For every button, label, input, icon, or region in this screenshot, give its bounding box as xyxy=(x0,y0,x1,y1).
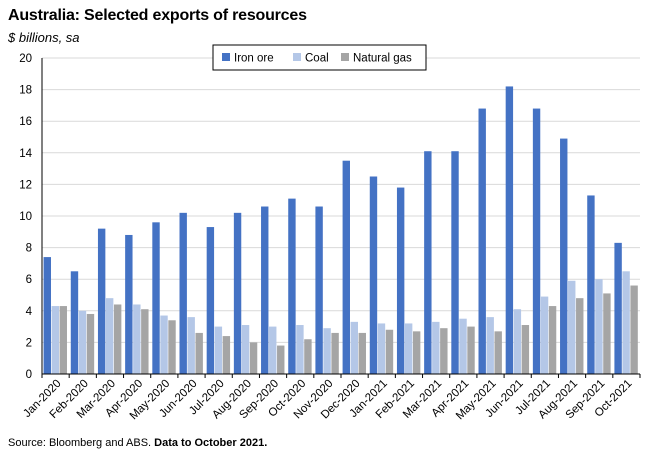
legend-label-natural-gas: Natural gas xyxy=(353,53,412,65)
source-note: Source: Bloomberg and ABS. Data to Octob… xyxy=(8,437,267,449)
y-tick-label: 20 xyxy=(19,53,32,65)
bar-iron-ore xyxy=(288,198,296,374)
bar-natural-gas xyxy=(548,306,557,374)
bar-natural-gas xyxy=(331,332,339,374)
bar-iron-ore xyxy=(532,108,541,374)
y-tick-label: 14 xyxy=(19,148,32,160)
bar-coal xyxy=(568,280,576,374)
bar-iron-ore xyxy=(152,222,160,374)
y-tick-label: 18 xyxy=(19,85,32,97)
bar-natural-gas xyxy=(141,309,149,374)
y-tick-label: 2 xyxy=(26,337,32,349)
bar-natural-gas xyxy=(86,313,95,374)
bar-natural-gas xyxy=(521,325,530,374)
source-date-note: Data to October 2021. xyxy=(154,437,268,449)
bar-iron-ore xyxy=(396,187,405,374)
bar-natural-gas xyxy=(249,342,258,374)
bar-iron-ore xyxy=(261,206,269,374)
y-tick-label: 16 xyxy=(19,116,32,128)
bar-coal xyxy=(269,326,277,374)
bar-natural-gas xyxy=(277,345,285,374)
bar-natural-gas xyxy=(603,293,611,374)
bar-iron-ore xyxy=(233,212,242,374)
bar-coal xyxy=(377,323,386,374)
bar-coal xyxy=(323,328,331,374)
bar-natural-gas xyxy=(304,339,312,374)
y-tick-label: 4 xyxy=(26,306,33,318)
bar-iron-ore xyxy=(424,151,432,374)
bar-natural-gas xyxy=(494,331,502,374)
bar-iron-ore xyxy=(587,195,595,374)
bar-natural-gas xyxy=(412,331,421,374)
bar-iron-ore xyxy=(505,86,514,374)
bar-iron-ore xyxy=(614,242,622,374)
bar-iron-ore xyxy=(179,212,187,374)
bar-coal xyxy=(214,326,223,374)
source-text: Source: Bloomberg and ABS. xyxy=(8,437,152,449)
bar-iron-ore xyxy=(451,151,459,374)
bar-coal xyxy=(78,310,87,374)
y-tick-label: 10 xyxy=(19,211,32,223)
bar-natural-gas xyxy=(385,329,394,374)
bar-coal xyxy=(622,271,630,374)
bar-coal xyxy=(432,321,440,374)
bar-coal xyxy=(160,315,168,374)
bar-coal xyxy=(513,309,522,374)
bar-iron-ore xyxy=(560,138,568,374)
bar-iron-ore xyxy=(369,176,378,374)
bar-iron-ore xyxy=(125,234,133,374)
bar-natural-gas xyxy=(168,320,176,374)
bar-coal xyxy=(459,318,467,374)
bar-coal xyxy=(105,298,114,374)
bar-coal xyxy=(133,304,141,374)
legend-box xyxy=(212,44,427,71)
bar-coal xyxy=(350,321,358,374)
bar-iron-ore xyxy=(206,227,215,374)
bar-iron-ore xyxy=(70,271,79,374)
bar-natural-gas xyxy=(630,285,638,374)
bar-natural-gas xyxy=(59,306,67,374)
legend-swatch-coal xyxy=(293,53,301,61)
bar-coal xyxy=(241,325,250,374)
bar-coal xyxy=(404,323,413,374)
bar-natural-gas xyxy=(467,326,475,374)
bar-coal xyxy=(540,296,549,374)
bar-natural-gas xyxy=(222,336,231,374)
bar-coal xyxy=(51,306,59,374)
bar-natural-gas xyxy=(195,332,203,374)
legend-label-iron-ore: Iron ore xyxy=(234,53,274,65)
bar-natural-gas xyxy=(358,332,366,374)
legend-label-coal: Coal xyxy=(305,53,329,65)
bar-iron-ore xyxy=(342,160,350,374)
y-tick-label: 6 xyxy=(26,274,32,286)
bar-coal xyxy=(187,317,195,374)
bar-natural-gas xyxy=(440,328,448,374)
y-tick-label: 0 xyxy=(26,369,32,381)
y-tick-label: 12 xyxy=(19,179,32,191)
bar-natural-gas xyxy=(113,304,122,374)
bar-coal xyxy=(296,325,304,374)
bar-iron-ore xyxy=(97,228,106,374)
bar-natural-gas xyxy=(576,298,584,374)
chart-title: Australia: Selected exports of resources xyxy=(8,7,307,24)
bar-iron-ore xyxy=(43,257,51,374)
bar-coal xyxy=(595,279,603,374)
legend-swatch-natural-gas xyxy=(341,53,349,61)
legend-swatch-iron-ore xyxy=(222,53,230,61)
y-tick-label: 8 xyxy=(26,243,32,255)
bar-iron-ore xyxy=(478,108,486,374)
chart-subtitle: $ billions, sa xyxy=(8,30,80,45)
bar-coal xyxy=(486,317,494,374)
bar-iron-ore xyxy=(315,206,323,374)
